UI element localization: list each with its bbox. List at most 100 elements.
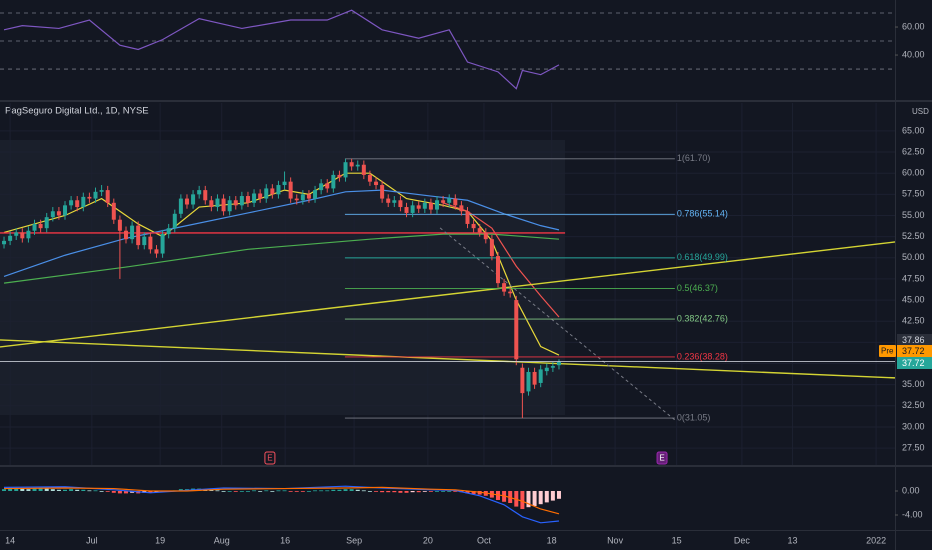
y-tick-label: 62.50 <box>902 146 925 156</box>
histogram-bar <box>520 490 525 509</box>
macd-line <box>4 485 560 524</box>
candle-body <box>63 205 68 216</box>
candle-body <box>142 236 147 246</box>
candle-body <box>93 191 98 199</box>
earnings-label: E <box>267 454 272 463</box>
candle-body <box>459 205 464 212</box>
candle-body <box>239 196 244 206</box>
histogram-bar <box>123 490 128 494</box>
candle-body <box>477 228 482 233</box>
histogram-bar <box>14 487 19 491</box>
histogram-bar <box>154 490 159 493</box>
candle-body <box>148 236 153 250</box>
histogram-bar <box>374 490 379 492</box>
candle-body <box>532 371 537 385</box>
candle-body <box>50 211 55 218</box>
x-tick-label: 2022 <box>866 535 886 545</box>
candle-body <box>374 181 379 186</box>
candle-body <box>556 361 561 366</box>
histogram-bar <box>294 490 299 492</box>
candle-body <box>8 235 13 241</box>
candle-body <box>331 174 336 189</box>
histogram-bar <box>471 490 476 494</box>
candle-body <box>44 217 49 229</box>
candle-body <box>416 205 421 209</box>
candle-body <box>258 193 263 199</box>
histogram-bar <box>465 490 470 494</box>
histogram-bar <box>428 490 433 492</box>
candle-body <box>282 181 287 186</box>
x-tick-label: 19 <box>155 535 165 545</box>
candle-body <box>367 174 372 182</box>
histogram-bar <box>331 489 336 491</box>
histogram-bar <box>69 489 74 491</box>
candle-body <box>14 232 19 236</box>
candle-body <box>410 205 415 213</box>
y-tick-label: 65.00 <box>902 125 925 135</box>
candle-body <box>355 164 360 167</box>
x-tick-label: 14 <box>5 535 15 545</box>
histogram-bar <box>550 490 555 501</box>
pre-tag <box>879 345 896 357</box>
candle-body <box>502 283 507 292</box>
candle-body <box>154 249 159 254</box>
histogram-bar <box>20 488 25 491</box>
histogram-bar <box>435 490 440 492</box>
histogram-bar <box>441 490 446 492</box>
candle-body <box>422 202 427 209</box>
candle-body <box>441 200 446 203</box>
histogram-bar <box>276 490 281 492</box>
x-tick-label: 18 <box>547 535 557 545</box>
y-tick-label: 45.00 <box>902 294 925 304</box>
histogram-bar <box>8 488 13 491</box>
candle-body <box>172 213 177 229</box>
candle-body <box>306 194 311 199</box>
histogram-bar <box>117 490 122 494</box>
candle-body <box>435 200 440 210</box>
histogram-bar <box>111 490 116 493</box>
histogram-bar <box>325 490 330 492</box>
candle-body <box>361 164 366 175</box>
candle-body <box>87 196 92 199</box>
candle-body <box>325 183 330 189</box>
y-tick-label: 40.00 <box>902 49 925 59</box>
histogram-bar <box>264 490 269 492</box>
histogram-bar <box>221 490 226 492</box>
fib-label: 0.236(38.28) <box>677 351 728 361</box>
fib-label: 0.618(49.99) <box>677 252 728 262</box>
candle-body <box>495 256 500 284</box>
moving-average <box>3 233 560 284</box>
histogram-bar <box>63 489 68 491</box>
candle-body <box>343 162 348 178</box>
candle-body <box>319 183 324 191</box>
x-tick-label: Jul <box>86 535 98 545</box>
histogram-bar <box>532 490 537 506</box>
candle-body <box>56 211 61 216</box>
earnings-label: E <box>659 454 664 463</box>
candle-body <box>178 198 183 214</box>
histogram-bar <box>422 490 427 492</box>
candle-body <box>117 219 122 231</box>
y-tick-label: 52.50 <box>902 231 925 241</box>
candle-body <box>398 200 403 208</box>
trend-line <box>0 339 896 379</box>
histogram-bar <box>392 490 397 493</box>
histogram-bar <box>239 490 244 492</box>
histogram-bar <box>258 490 263 492</box>
candle-body <box>288 181 293 199</box>
x-tick-label: Aug <box>214 535 230 545</box>
x-tick-label: 13 <box>788 535 798 545</box>
axis-separator <box>0 530 932 531</box>
candle-body <box>227 200 232 212</box>
histogram-bar <box>355 489 360 491</box>
histogram-bar <box>99 490 104 492</box>
candle-body <box>270 188 275 195</box>
candle-body <box>386 198 391 203</box>
candle-body <box>136 225 141 246</box>
price-badge <box>897 345 932 357</box>
histogram-bar <box>93 490 98 492</box>
candle-body <box>166 228 171 235</box>
candle-body <box>313 190 318 199</box>
x-tick-label: 15 <box>672 535 682 545</box>
